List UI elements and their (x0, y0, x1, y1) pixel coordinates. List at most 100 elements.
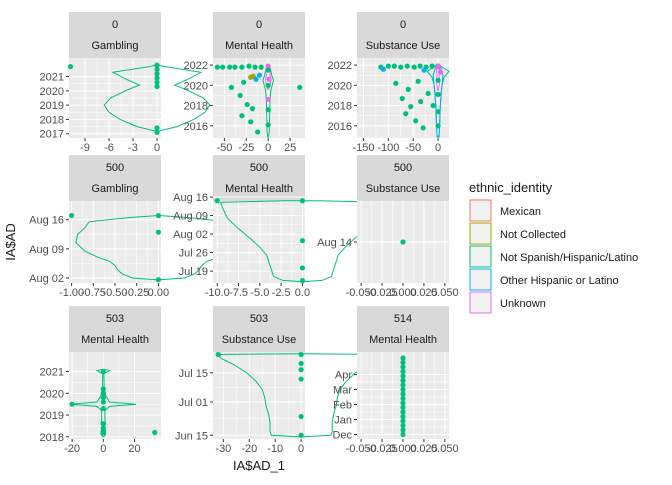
panel-7-point (100, 425, 106, 431)
panel-4-point (155, 229, 161, 235)
panel-4-xtick-label: -0.25 (124, 287, 149, 299)
panel-2-point (244, 101, 250, 108)
panel-2-point (246, 63, 252, 69)
panel-2-point (265, 96, 271, 103)
panel-2-point (255, 129, 261, 135)
panel-6-xtick-label: -0.025 (366, 287, 397, 299)
panel-7-ytick-label: 2019 (40, 410, 64, 422)
panel-4-xtick-label: -0.50 (102, 287, 127, 299)
panel-9-xtick-label: 0.050 (431, 443, 459, 455)
panel-9-point (400, 404, 406, 411)
panel-9-point (400, 382, 406, 388)
panel-1-xtick-label: -9 (80, 142, 90, 154)
panel-3-point (421, 67, 427, 73)
panel-8-background (213, 352, 305, 439)
panel-5-xtick-label: -2.5 (272, 287, 291, 299)
panel-3-point (393, 80, 399, 86)
panel-3-point (417, 63, 423, 69)
panel-3-ytick-label: 2016 (328, 121, 352, 133)
panel-6-point (400, 239, 406, 245)
panel-8-point (298, 360, 304, 367)
panel-6-strip-top: 500 (394, 162, 412, 174)
panel-1-point (154, 71, 160, 77)
panel-2-xtick-label: 25 (284, 142, 296, 154)
panel-7-ytick-label: 2021 (40, 367, 64, 379)
panel-1-xtick-label: -6 (104, 142, 114, 154)
panel-2-point (265, 63, 271, 69)
panel-9-point (400, 413, 406, 420)
panel-5-strip (213, 155, 305, 201)
panel-9-strip (357, 306, 449, 352)
panel-3-point (399, 95, 405, 102)
panel-7-point (100, 368, 106, 375)
panel-3-point (429, 63, 435, 69)
panel-2-point (241, 79, 247, 85)
panel-6-xtick-label: 0.000 (389, 287, 417, 299)
panel-2-point (239, 113, 245, 119)
panel-4-xtick-label: -0.75 (81, 287, 106, 299)
panel-7-background (69, 352, 161, 439)
panel-2-strip (213, 12, 305, 58)
panel-3-ytick-label: 2020 (328, 80, 352, 92)
legend-key (469, 268, 492, 291)
panel-2-point (265, 122, 271, 128)
panel-9-xtick-label: 0.025 (410, 443, 438, 455)
panel-8-ytick-label: Jul 15 (179, 368, 208, 380)
panel-9-point (400, 355, 406, 361)
y-axis-title: IA$AD (3, 223, 18, 261)
panel-5-ytick-label: Jul 26 (179, 248, 208, 260)
panel-3-ytick-label: 2018 (328, 101, 352, 113)
panel-4-strip-bottom: Gambling (91, 183, 138, 195)
panel-7-xtick-label: -20 (64, 443, 80, 455)
panel-8-point (298, 432, 304, 438)
legend-key (469, 291, 492, 314)
panel-6-strip-bottom: Substance Use (366, 183, 441, 195)
panel-3-xtick-label: -150 (352, 142, 374, 154)
panel-3-point (391, 63, 397, 69)
panel-7-point (69, 401, 75, 407)
panel-2-point (297, 84, 303, 90)
panel-2-strip-top: 0 (256, 19, 262, 31)
panel-3-point (405, 86, 411, 92)
panel-2-strip-bottom: Mental Health (225, 40, 293, 52)
panel-4-ytick-label: Aug 09 (29, 244, 64, 256)
panel-3-point (435, 123, 441, 129)
panel-5-xtick-label: -10.0 (205, 287, 230, 299)
panel-2-xtick-label: -50 (216, 142, 232, 154)
panel-9-point (400, 409, 406, 415)
panel-8-point (298, 413, 304, 420)
panel-3-point (385, 63, 391, 69)
panel-1-ytick-label: 2021 (40, 72, 64, 84)
panel-1-xtick-label: 0 (154, 142, 160, 154)
panel-3-point (420, 125, 426, 131)
panel-4-xtick-label: 0.00 (148, 287, 169, 299)
panel-9-strip-bottom: Mental Health (369, 334, 437, 346)
panel-9-point (400, 395, 406, 402)
panel-5-xtick-label: -5.0 (250, 287, 269, 299)
panel-3-point (418, 98, 424, 105)
panel-6-xtick-label: 0.025 (410, 287, 438, 299)
panel-1-ytick-label: 2020 (40, 86, 64, 98)
panel-2-point (265, 82, 271, 88)
panel-2-point (265, 107, 271, 113)
panel-9-point (400, 364, 406, 370)
panel-3-point (430, 102, 436, 109)
panel-3-point (408, 104, 414, 110)
panel-3-point (398, 64, 404, 70)
panel-9-ytick-label: Mar (333, 385, 352, 397)
panel-2-point (232, 64, 238, 70)
panel-5-point (214, 198, 220, 204)
panel-9-point (400, 431, 406, 438)
panel-7-point (100, 386, 106, 392)
panel-5-xtick-label: -7.5 (229, 287, 248, 299)
panel-9-ytick-label: Jan (334, 415, 352, 427)
panel-3-point (435, 91, 441, 98)
panel-4-ytick-label: Aug 02 (29, 273, 64, 285)
panel-8-point (298, 351, 304, 358)
panel-2-ytick-label: 2016 (184, 121, 208, 133)
panel-4-ytick-label: Aug 16 (29, 215, 64, 227)
panel-3-xtick-label: -50 (405, 142, 421, 154)
panel-8-ytick-label: Jul 01 (179, 397, 208, 409)
